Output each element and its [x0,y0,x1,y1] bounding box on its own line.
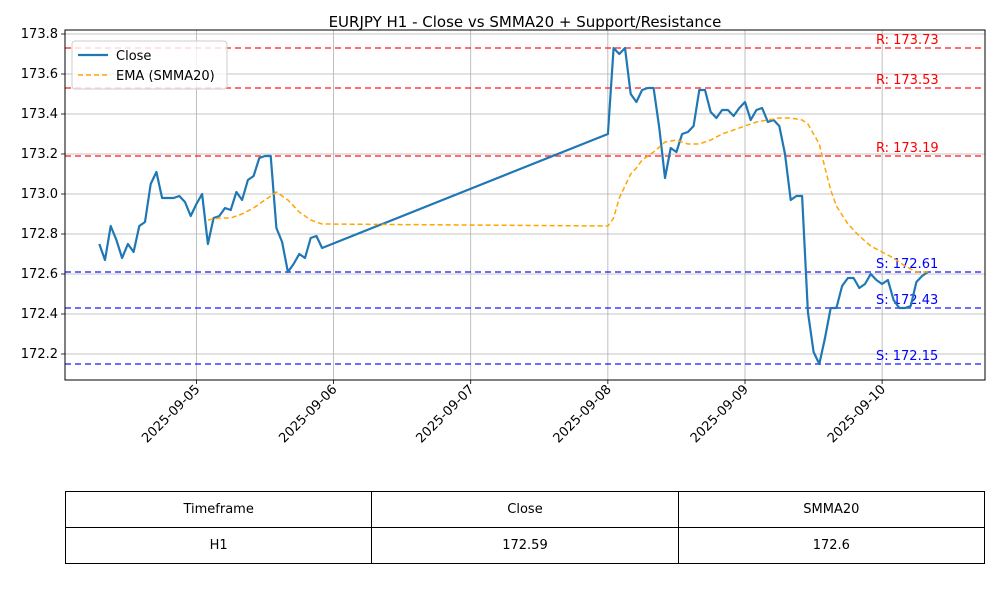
table-cell: 172.59 [371,527,679,564]
legend-label: EMA (SMMA20) [116,69,215,84]
y-tick-label: 173.8 [21,27,58,42]
support-level-label: S: 172.43 [876,293,938,308]
plot-frame [64,29,986,381]
legend-box [71,40,228,90]
y-tick-label: 172.2 [21,347,58,362]
resistance-level-label: R: 173.73 [876,33,939,48]
table-header-row: Timeframe Close SMMA20 [64,491,986,528]
y-tick-label: 173.2 [21,147,58,162]
y-tick-label: 173.4 [21,107,58,122]
table-header-cell: SMMA20 [677,491,986,528]
x-tick-label: 2025-09-06 [276,382,340,446]
y-tick-label: 172.6 [21,267,58,282]
summary-table: Timeframe Close SMMA20 H1 172.59 172.6 [64,491,986,564]
support-level-label: S: 172.15 [876,349,938,364]
close-series-line [98,46,929,366]
y-tick-label: 173.6 [21,67,58,82]
table-cell: H1 [64,527,373,564]
x-tick-label: 2025-09-08 [551,382,615,446]
table-header-cell: Close [371,491,679,528]
resistance-level-label: R: 173.19 [876,141,939,156]
x-tick-label: 2025-09-09 [688,382,752,446]
table-cell: 172.6 [677,527,986,564]
y-tick-label: 172.8 [21,227,58,242]
x-tick-label: 2025-09-10 [825,382,889,446]
y-tick-label: 172.4 [21,307,58,322]
smma-series-line [207,117,928,273]
resistance-level-label: R: 173.53 [876,73,939,88]
x-tick-label: 2025-09-05 [139,382,203,446]
support-level-label: S: 172.61 [876,257,938,272]
legend-label: Close [116,49,151,64]
x-tick-label: 2025-09-07 [414,382,478,446]
chart-title: EURJPY H1 - Close vs SMMA20 + Support/Re… [329,13,722,31]
table-header-cell: Timeframe [64,491,373,528]
table-row: H1 172.59 172.6 [64,527,986,564]
y-tick-label: 173.0 [21,187,58,202]
